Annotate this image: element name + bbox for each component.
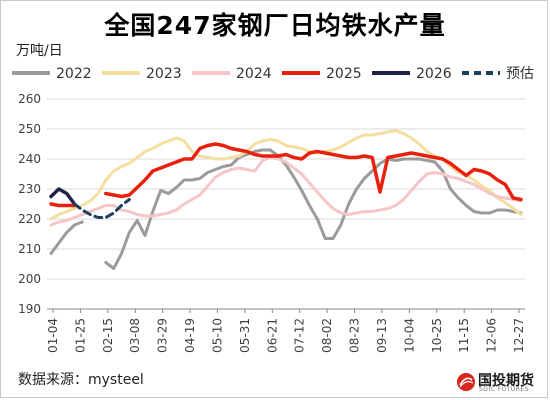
y-tick-label: 240 xyxy=(18,152,41,166)
axes: 190 200 210 220 230 240 250 260 01-04 01-25 02-15 0… xyxy=(18,92,526,353)
data-source-note: 数据来源：mysteel xyxy=(18,372,144,388)
x-tick-label: 03-29 xyxy=(156,318,170,353)
x-tick-label: 06-21 xyxy=(265,318,279,353)
series-line-2022 xyxy=(49,220,84,255)
x-tick-label: 12-06 xyxy=(485,318,499,353)
brand-mark-icon xyxy=(457,373,475,391)
chart-title: 全国247家钢厂日均铁水产量 xyxy=(104,11,446,40)
x-tick-label: 08-02 xyxy=(320,318,334,353)
y-tick-label: 210 xyxy=(18,242,41,256)
x-tick-label: 10-25 xyxy=(430,318,444,353)
legend: 2022 2023 2024 2025 2026 预估 xyxy=(12,66,534,82)
series-预估 xyxy=(73,198,131,219)
x-tick-label: 10-04 xyxy=(402,318,416,353)
brand-subtitle: SDIC FUTURES xyxy=(479,386,529,393)
legend-label-预估: 预估 xyxy=(506,66,534,82)
x-tick-label: 04-19 xyxy=(183,318,197,353)
x-tick-label: 01-25 xyxy=(73,318,87,353)
series-line-预估 xyxy=(73,198,131,219)
x-tick-label: 02-15 xyxy=(101,318,115,353)
legend-label-2022: 2022 xyxy=(56,66,92,82)
x-tick-label: 11-15 xyxy=(457,318,471,353)
y-tick-label: 250 xyxy=(18,122,41,136)
y-tick-label: 230 xyxy=(18,182,41,196)
series-line-2022 xyxy=(104,148,523,270)
series-2025 xyxy=(49,142,523,208)
brand-logo: 国投期货 SDIC FUTURES xyxy=(456,370,546,396)
series-2024 xyxy=(49,156,523,227)
legend-label-2024: 2024 xyxy=(236,66,272,82)
grid-lines xyxy=(47,98,525,280)
x-tick-label: 09-13 xyxy=(375,318,389,353)
x-tick-label: 03-08 xyxy=(128,318,142,353)
y-axis-unit-label: 万吨/日 xyxy=(16,43,63,59)
y-tick-label: 220 xyxy=(18,212,41,226)
y-tick-label: 200 xyxy=(18,272,41,286)
y-tick-label: 190 xyxy=(18,302,41,316)
legend-label-2026: 2026 xyxy=(416,66,452,82)
series-2022 xyxy=(49,148,523,270)
x-tick-label: 05-31 xyxy=(238,318,252,353)
x-tick-label: 05-10 xyxy=(210,318,224,353)
legend-label-2023: 2023 xyxy=(146,66,182,82)
series-line-2025 xyxy=(104,142,523,202)
x-tick-label: 08-23 xyxy=(348,318,362,353)
brand-name: 国投期货 xyxy=(478,373,534,389)
legend-label-2025: 2025 xyxy=(326,66,362,82)
series-line-2025 xyxy=(49,202,77,208)
y-tick-label: 260 xyxy=(18,92,41,106)
x-tick-label: 07-12 xyxy=(293,318,307,353)
series-lines xyxy=(49,129,523,270)
series-line-2026 xyxy=(49,187,77,206)
series-line-2024 xyxy=(49,156,523,227)
series-2026 xyxy=(49,187,77,206)
x-tick-label: 12-27 xyxy=(512,318,526,353)
x-tick-label: 01-04 xyxy=(46,318,60,353)
